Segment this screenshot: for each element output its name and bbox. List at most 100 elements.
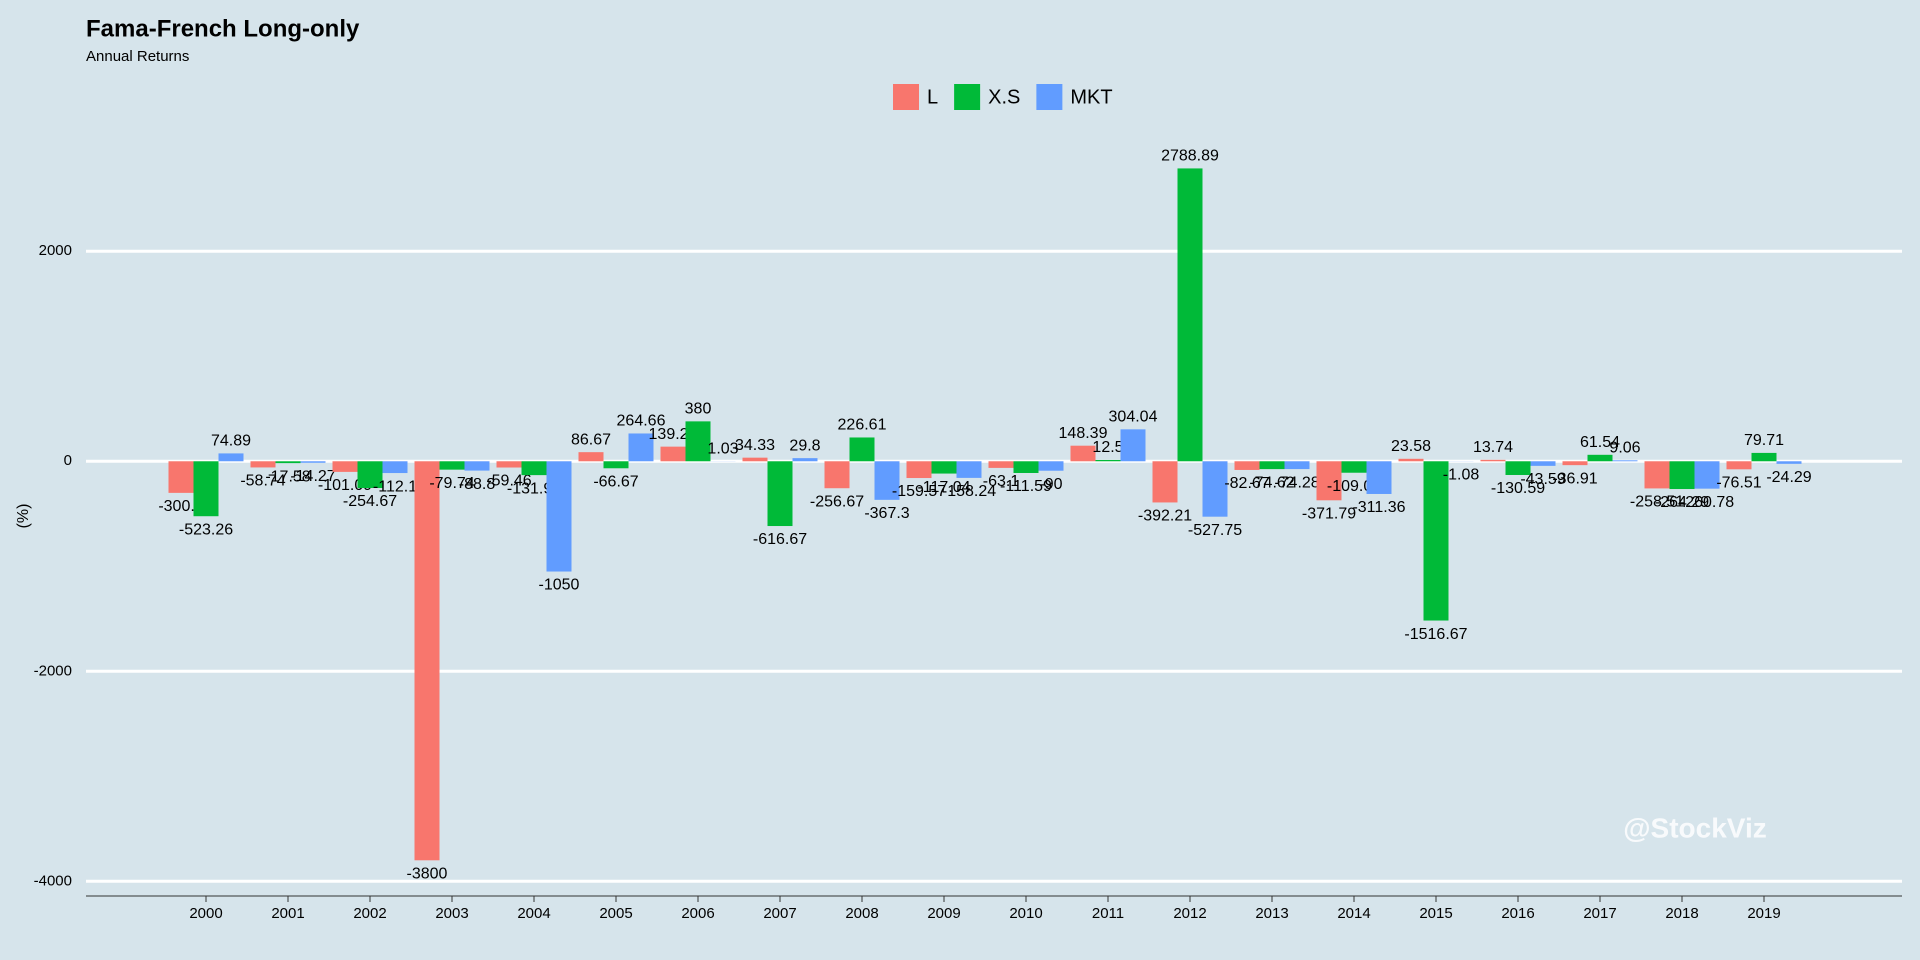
legend-label: MKT — [1070, 86, 1112, 108]
bar — [931, 461, 957, 474]
legend-label: X.S — [988, 86, 1020, 108]
data-label: -58.74 — [240, 473, 285, 490]
data-label: 380 — [685, 401, 712, 418]
data-label: -59.46 — [486, 473, 531, 490]
bar — [1776, 461, 1802, 464]
bar — [1480, 459, 1506, 462]
data-label: -43.59 — [1520, 471, 1565, 488]
data-label: 226.61 — [838, 417, 887, 434]
data-label: -1516.67 — [1404, 626, 1467, 643]
bar — [1095, 459, 1121, 462]
bar — [1177, 168, 1203, 462]
bar — [1284, 461, 1310, 470]
bar — [1341, 461, 1367, 473]
bar — [332, 461, 358, 472]
data-label: -371.79 — [1302, 506, 1356, 523]
y-tick-label: -4000 — [34, 872, 72, 889]
bar — [956, 461, 982, 478]
data-label: 12.5 — [1092, 439, 1123, 456]
chart-title: Fama-French Long-only — [86, 15, 360, 42]
legend-swatch — [954, 84, 981, 110]
watermark: @StockViz — [1623, 812, 1767, 843]
x-tick-label: 2019 — [1747, 905, 1780, 922]
bar — [546, 461, 572, 572]
data-label: -300.9 — [158, 498, 203, 515]
data-label: -311.36 — [1352, 499, 1405, 516]
data-label: -36.91 — [1552, 470, 1597, 487]
bar — [1505, 461, 1531, 475]
x-tick-label: 2006 — [681, 905, 714, 922]
legend-swatch — [893, 84, 919, 110]
data-label: 9.06 — [1609, 440, 1640, 457]
x-tick-label: 2012 — [1173, 905, 1206, 922]
bar — [168, 461, 194, 493]
bar — [685, 421, 711, 462]
bar — [1587, 454, 1613, 462]
x-tick-label: 2014 — [1337, 905, 1370, 922]
data-label: 139.29 — [649, 426, 698, 443]
data-label: -367.3 — [864, 505, 909, 522]
x-tick-label: 2018 — [1665, 905, 1698, 922]
x-tick-label: 2001 — [271, 905, 304, 922]
data-label: -256.67 — [810, 493, 864, 510]
x-tick-label: 2013 — [1255, 905, 1288, 922]
x-tick-label: 2004 — [517, 905, 550, 922]
y-tick-label: -2000 — [34, 662, 72, 679]
bar — [603, 461, 629, 469]
data-label: -258.51 — [1630, 494, 1684, 511]
data-label: -14.27 — [290, 468, 335, 485]
bar — [193, 461, 219, 517]
bar — [357, 461, 383, 489]
x-tick-label: 2002 — [353, 905, 386, 922]
y-tick-label: 0 — [64, 452, 72, 469]
data-label: 29.8 — [789, 437, 820, 454]
data-label: 74.89 — [211, 433, 251, 450]
data-label: -88.8 — [459, 476, 496, 493]
bar — [496, 461, 522, 468]
chart-subtitle: Annual Returns — [86, 48, 189, 65]
bar — [1202, 461, 1228, 517]
bar — [767, 461, 793, 527]
data-label: -74.28 — [1274, 474, 1319, 491]
bar — [1398, 458, 1424, 462]
data-label: 13.74 — [1473, 439, 1513, 456]
data-label: 148.39 — [1059, 425, 1108, 442]
bar — [1038, 461, 1064, 471]
data-label: -130.59 — [1491, 480, 1545, 497]
data-label: 34.33 — [735, 437, 775, 454]
data-label: -112.1 — [373, 478, 417, 495]
data-label: -66.67 — [593, 473, 638, 490]
bar — [382, 461, 408, 474]
bar — [1366, 461, 1392, 494]
x-tick-label: 2009 — [927, 905, 960, 922]
x-tick-label: 2005 — [599, 905, 632, 922]
bar — [1152, 461, 1178, 503]
bar — [250, 461, 276, 468]
bar — [1644, 461, 1670, 489]
bar — [660, 446, 686, 462]
data-label: 2788.89 — [1161, 148, 1219, 165]
bar — [464, 461, 490, 471]
bar — [1120, 429, 1146, 462]
data-label: -3800 — [407, 866, 448, 883]
bar — [1234, 461, 1260, 470]
bar — [1562, 461, 1588, 466]
bar — [1694, 461, 1720, 489]
bar — [439, 461, 465, 470]
data-label: -79.74 — [429, 475, 474, 492]
bar — [988, 461, 1014, 468]
data-label: -392.21 — [1138, 508, 1192, 525]
data-label: -63.1 — [983, 473, 1020, 490]
data-label: 61.54 — [1580, 434, 1620, 451]
data-label: 1.03 — [707, 440, 738, 457]
bar — [1259, 461, 1285, 470]
x-tick-label: 2003 — [435, 905, 468, 922]
data-label: 86.67 — [571, 431, 611, 448]
bar — [300, 461, 326, 463]
data-label: -264.29 — [1655, 494, 1709, 511]
y-tick-label: 2000 — [39, 242, 72, 259]
data-label: -82.67 — [1224, 475, 1269, 492]
bar — [906, 461, 932, 479]
data-label: 23.58 — [1391, 438, 1431, 455]
